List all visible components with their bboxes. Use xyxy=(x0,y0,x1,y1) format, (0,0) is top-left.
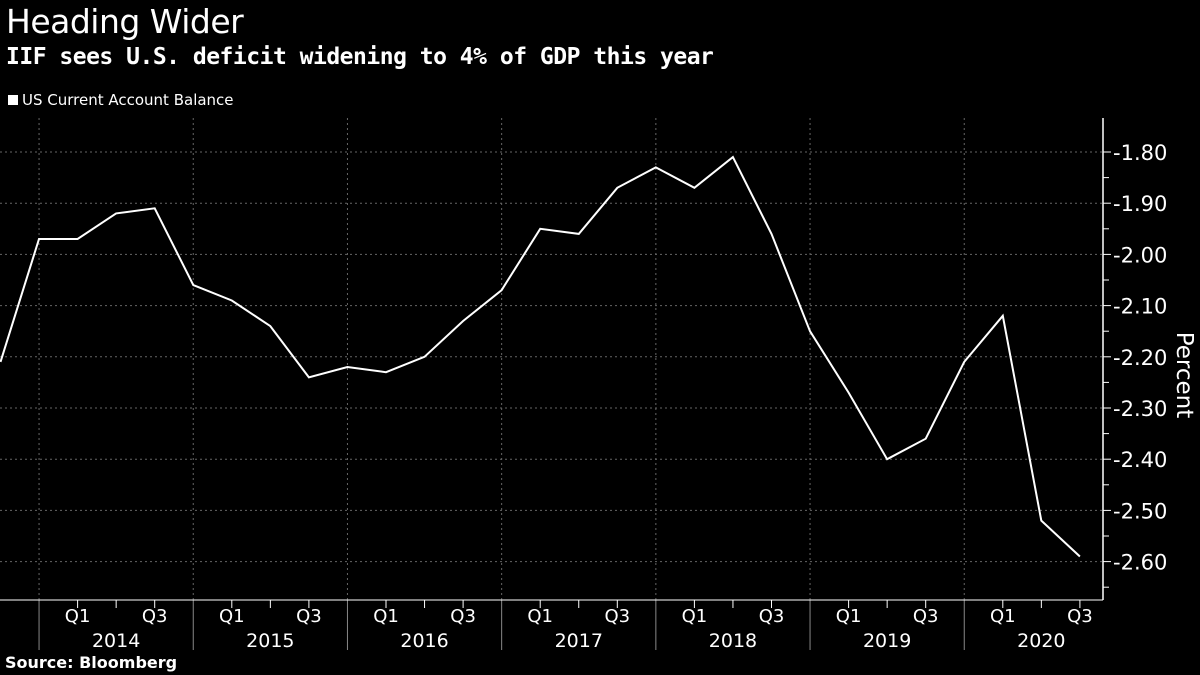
year-label: 2014 xyxy=(92,630,140,652)
year-label: 2016 xyxy=(400,630,448,652)
quarter-tick-label: Q3 xyxy=(1067,606,1093,627)
quarter-tick-label: Q1 xyxy=(682,606,708,627)
legend-label: US Current Account Balance xyxy=(22,91,234,109)
y-axis-label: Percent xyxy=(1171,332,1197,419)
year-label: 2017 xyxy=(555,630,603,652)
quarter-tick-label: Q3 xyxy=(604,606,630,627)
y-tick-label: -1.90 xyxy=(1113,192,1167,216)
quarter-tick-label: Q3 xyxy=(913,606,939,627)
quarter-tick-label: Q3 xyxy=(450,606,476,627)
legend: US Current Account Balance xyxy=(8,91,234,109)
y-tick-label: -2.60 xyxy=(1113,551,1167,575)
y-tick-label: -2.10 xyxy=(1113,295,1167,319)
y-tick-label: -2.00 xyxy=(1113,243,1167,267)
chart-subtitle: IIF sees U.S. deficit widening to 4% of … xyxy=(6,44,714,70)
quarter-tick-label: Q1 xyxy=(373,606,399,627)
source-note: Source: Bloomberg xyxy=(5,653,178,672)
y-tick-label: -2.30 xyxy=(1113,397,1167,421)
year-label: 2018 xyxy=(709,630,757,652)
quarter-tick-label: Q1 xyxy=(65,606,91,627)
quarter-tick-label: Q1 xyxy=(219,606,245,627)
y-tick-label: -2.20 xyxy=(1113,346,1167,370)
year-label: 2019 xyxy=(863,630,911,652)
quarter-tick-label: Q1 xyxy=(836,606,862,627)
legend-swatch xyxy=(8,95,18,105)
year-label: 2015 xyxy=(246,630,294,652)
y-tick-label: -2.50 xyxy=(1113,499,1167,523)
quarter-tick-label: Q3 xyxy=(142,606,168,627)
quarter-tick-label: Q3 xyxy=(759,606,785,627)
chart-title: Heading Wider xyxy=(6,2,244,41)
year-label: 2020 xyxy=(1017,630,1065,652)
quarter-tick-label: Q1 xyxy=(990,606,1016,627)
quarter-tick-label: Q1 xyxy=(527,606,553,627)
y-tick-label: -1.80 xyxy=(1113,141,1167,165)
quarter-tick-label: Q3 xyxy=(296,606,322,627)
y-tick-label: -2.40 xyxy=(1113,448,1167,472)
